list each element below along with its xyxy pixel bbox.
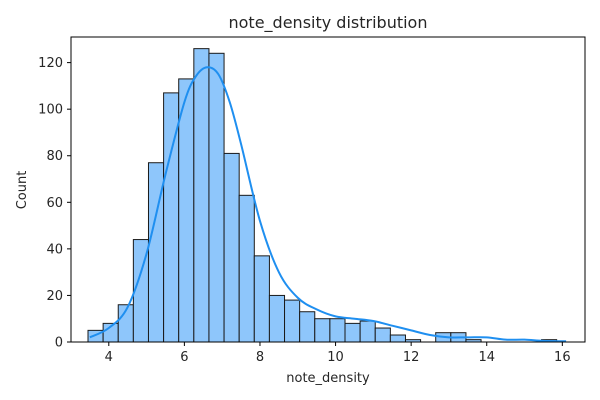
histogram-bar — [268, 294, 286, 343]
y-tick-label: 20 — [46, 289, 63, 304]
histogram-bar — [329, 318, 346, 343]
histogram-bar — [374, 327, 391, 343]
histogram-bar — [193, 48, 210, 343]
y-tick-label: 80 — [46, 149, 63, 164]
kde-curve — [89, 66, 567, 343]
chart-title: note_density distribution — [229, 13, 428, 33]
x-tick-label: 4 — [105, 350, 113, 365]
y-axis-ticks: 0 20 40 60 80 100 120 — [38, 56, 71, 351]
y-axis-label: Count — [15, 171, 30, 210]
y-tick-label: 120 — [38, 56, 63, 71]
x-tick-label: 6 — [180, 350, 188, 365]
histogram-bar — [344, 322, 361, 343]
y-tick-label: 100 — [38, 103, 63, 118]
histogram-bar — [208, 52, 225, 343]
histogram-bar — [253, 255, 270, 343]
x-tick-label: 16 — [554, 350, 571, 365]
x-tick-label: 10 — [327, 350, 344, 365]
plot-frame — [70, 36, 586, 343]
histogram-bar — [359, 320, 376, 343]
y-tick-label: 40 — [46, 242, 63, 257]
x-axis-ticks: 4 6 8 10 12 14 16 — [105, 342, 571, 365]
histogram-bar — [389, 334, 406, 343]
x-tick-label: 12 — [403, 350, 420, 365]
x-axis-label: note_density — [286, 371, 370, 386]
x-tick-label: 14 — [478, 350, 495, 365]
y-tick-label: 0 — [55, 336, 63, 351]
bars-group — [87, 48, 558, 343]
histogram-bar — [178, 78, 195, 343]
histogram-bar — [238, 194, 255, 343]
histogram-bar — [314, 318, 331, 343]
x-tick-label: 8 — [256, 350, 264, 365]
y-tick-label: 60 — [46, 196, 63, 211]
histogram-bar — [299, 311, 316, 343]
histogram-bar — [223, 152, 240, 343]
histogram-bar — [284, 299, 301, 343]
